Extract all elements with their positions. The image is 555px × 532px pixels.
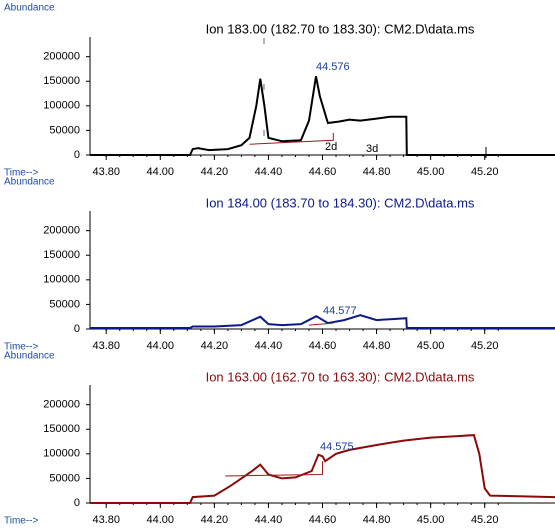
signal-line [90,314,555,329]
x-tick-label: 44.60 [309,514,337,526]
chart-title: Ion 183.00 (182.70 to 183.30): CM2.D\dat… [206,21,475,36]
x-tick-label: 44.00 [147,166,175,178]
y-tick-label: 0 [74,323,80,335]
baseline-line [308,322,334,326]
y-tick-label: 50000 [49,124,80,136]
y-tick-label: 150000 [43,423,80,435]
chart-title: Ion 184.00 (183.70 to 184.30): CM2.D\dat… [206,195,475,210]
x-tick-label: 44.40 [255,514,283,526]
x-tick-label: 45.00 [417,166,445,178]
y-axis-label: Abundance [4,177,55,188]
y-tick-label: 200000 [43,51,80,63]
x-tick-label: 44.40 [255,340,283,352]
x-tick-label: 44.20 [201,514,229,526]
x-axis-label: Time--> [4,342,39,353]
x-tick-label: 45.00 [417,514,445,526]
peak-label: 44.577 [323,305,357,317]
peak-label: 44.576 [316,61,350,73]
y-tick-label: 150000 [43,249,80,261]
x-tick-label: 44.00 [147,514,175,526]
x-tick-label: 45.20 [471,514,499,526]
x-tick-label: 44.20 [201,340,229,352]
y-tick-label: 0 [74,149,80,161]
x-tick-label: 44.60 [309,166,337,178]
x-tick-label: 45.20 [471,166,499,178]
x-tick-label: 44.80 [363,166,391,178]
y-tick-label: 200000 [43,399,80,411]
x-axis-label: Time--> [4,168,39,179]
x-tick-label: 43.80 [92,514,120,526]
x-tick-label: 45.00 [417,340,445,352]
x-tick-label: 44.40 [255,166,283,178]
x-tick-label: 44.60 [309,340,337,352]
baseline-line [249,132,334,145]
y-tick-label: 200000 [43,225,80,237]
x-tick-label: 44.80 [363,514,391,526]
y-tick-label: 100000 [43,448,80,460]
x-tick-label: 45.20 [471,340,499,352]
y-axis-label: Abundance [4,3,55,14]
chart-title: Ion 163.00 (162.70 to 163.30): CM2.D\dat… [206,369,475,384]
y-tick-label: 50000 [49,298,80,310]
y-tick-label: 100000 [43,100,80,112]
y-tick-label: 150000 [43,75,80,87]
x-tick-label: 44.00 [147,340,175,352]
x-tick-label: 44.80 [363,340,391,352]
signal-line [90,434,555,504]
baseline-line [225,461,323,477]
annotation: 2d [325,141,337,153]
peak-label: 44.575 [320,441,354,453]
x-tick-label: 43.80 [92,166,120,178]
x-tick-label: 43.80 [92,340,120,352]
y-tick-label: 0 [74,497,80,509]
y-axis-label: Abundance [4,351,55,362]
signal-line [90,76,555,156]
x-tick-label: 44.20 [201,166,229,178]
y-tick-label: 100000 [43,274,80,286]
y-tick-label: 50000 [49,472,80,484]
x-axis-label: Time--> [4,516,39,527]
annotation: 3d [366,143,378,155]
